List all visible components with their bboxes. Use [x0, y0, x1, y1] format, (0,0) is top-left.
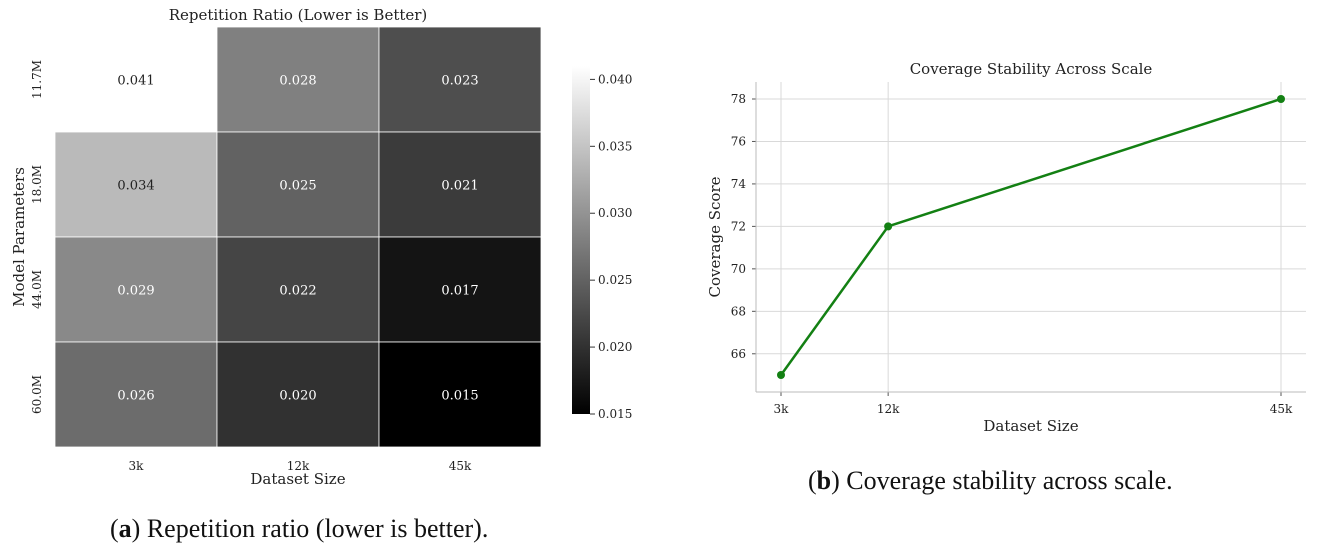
heatmap-cell-label: 0.020 [279, 389, 316, 404]
heatmap-cell [216, 131, 380, 238]
heatmap-cell-label: 0.023 [441, 74, 478, 89]
line-x-axis-label: Dataset Size [983, 417, 1078, 435]
heatmap-cell [54, 131, 218, 238]
heatmap-cell-label: 0.041 [117, 74, 154, 89]
heatmap-cell [216, 26, 380, 133]
line-point [1277, 94, 1285, 103]
heatmap-cell [54, 26, 218, 133]
heatmap-title: Repetition Ratio (Lower is Better) [169, 6, 428, 24]
line-x-tick-label: 45k [1270, 402, 1293, 416]
colorbar-tick-label: 0.025 [598, 273, 632, 287]
heatmap-x-axis-label: Dataset Size [250, 470, 345, 488]
colorbar [572, 66, 590, 414]
line-x-tick-label: 12k [877, 402, 900, 416]
heatmap-cell-label: 0.015 [441, 389, 478, 404]
heatmap-cell [378, 131, 542, 238]
heatmap-cell [378, 26, 542, 133]
heatmap-cell-label: 0.029 [117, 284, 154, 299]
heatmap-y-tick-label: 11.7M [30, 60, 44, 99]
line-y-axis-label: Coverage Score [706, 176, 724, 297]
heatmap-y-tick-label: 60.0M [30, 375, 44, 414]
colorbar-tick-label: 0.020 [598, 340, 632, 354]
line-y-tick-label: 70 [731, 262, 746, 276]
heatmap-y-tick-label: 18.0M [30, 165, 44, 204]
line-y-tick-label: 72 [731, 219, 746, 233]
colorbar-tick-label: 0.030 [598, 206, 632, 220]
line-y-tick-label: 74 [731, 177, 747, 191]
heatmap-cell [54, 341, 218, 448]
line-point [777, 371, 785, 380]
line-series [779, 97, 1282, 376]
line-y-tick-label: 78 [731, 92, 746, 106]
line-panel: Coverage Stability Across Scale 66 68 70 72 7… [690, 0, 1326, 556]
heatmap-cell-label: 0.021 [441, 179, 478, 194]
line-chart: Coverage Stability Across Scale 66 68 70 72 7… [706, 60, 1306, 435]
heatmap-cell [378, 341, 542, 448]
colorbar-tick-label: 0.040 [598, 72, 632, 86]
line-y-tick-label: 76 [731, 134, 746, 148]
line-point [884, 222, 893, 231]
heatmap-chart: Repetition Ratio (Lower is Better) 0.041 0… [10, 6, 632, 488]
line-y-tick-label: 66 [731, 347, 746, 361]
heatmap-cell-label: 0.017 [441, 284, 478, 299]
heatmap-cell [216, 236, 380, 343]
heatmap-x-tick-label: 12k [287, 459, 310, 473]
line-x-tick-label: 3k [774, 402, 790, 416]
heatmap-cell-label: 0.025 [279, 179, 316, 194]
caption-a: (a) Repetition ratio (lower is better). [110, 514, 489, 543]
heatmap-y-tick-label: 44.0M [30, 270, 44, 309]
caption-b: (b) Coverage stability across scale. [808, 466, 1173, 495]
heatmap-x-tick-label: 3k [129, 459, 145, 473]
heatmap-cell-label: 0.034 [117, 179, 154, 194]
heatmap-x-tick-label: 45k [449, 459, 472, 473]
line-y-tick-label: 68 [731, 304, 746, 318]
heatmap-cell-label: 0.028 [279, 74, 316, 89]
line-title: Coverage Stability Across Scale [910, 60, 1153, 78]
colorbar-tick-label: 0.015 [598, 407, 632, 421]
heatmap-panel: Repetition Ratio (Lower is Better) 0.041 0… [0, 0, 640, 556]
heatmap-y-axis-label: Model Parameters [10, 167, 28, 307]
heatmap-cell [54, 236, 218, 343]
heatmap-cell-label: 0.026 [117, 389, 154, 404]
heatmap-cell-label: 0.022 [279, 284, 316, 299]
colorbar-tick-label: 0.035 [598, 139, 632, 153]
